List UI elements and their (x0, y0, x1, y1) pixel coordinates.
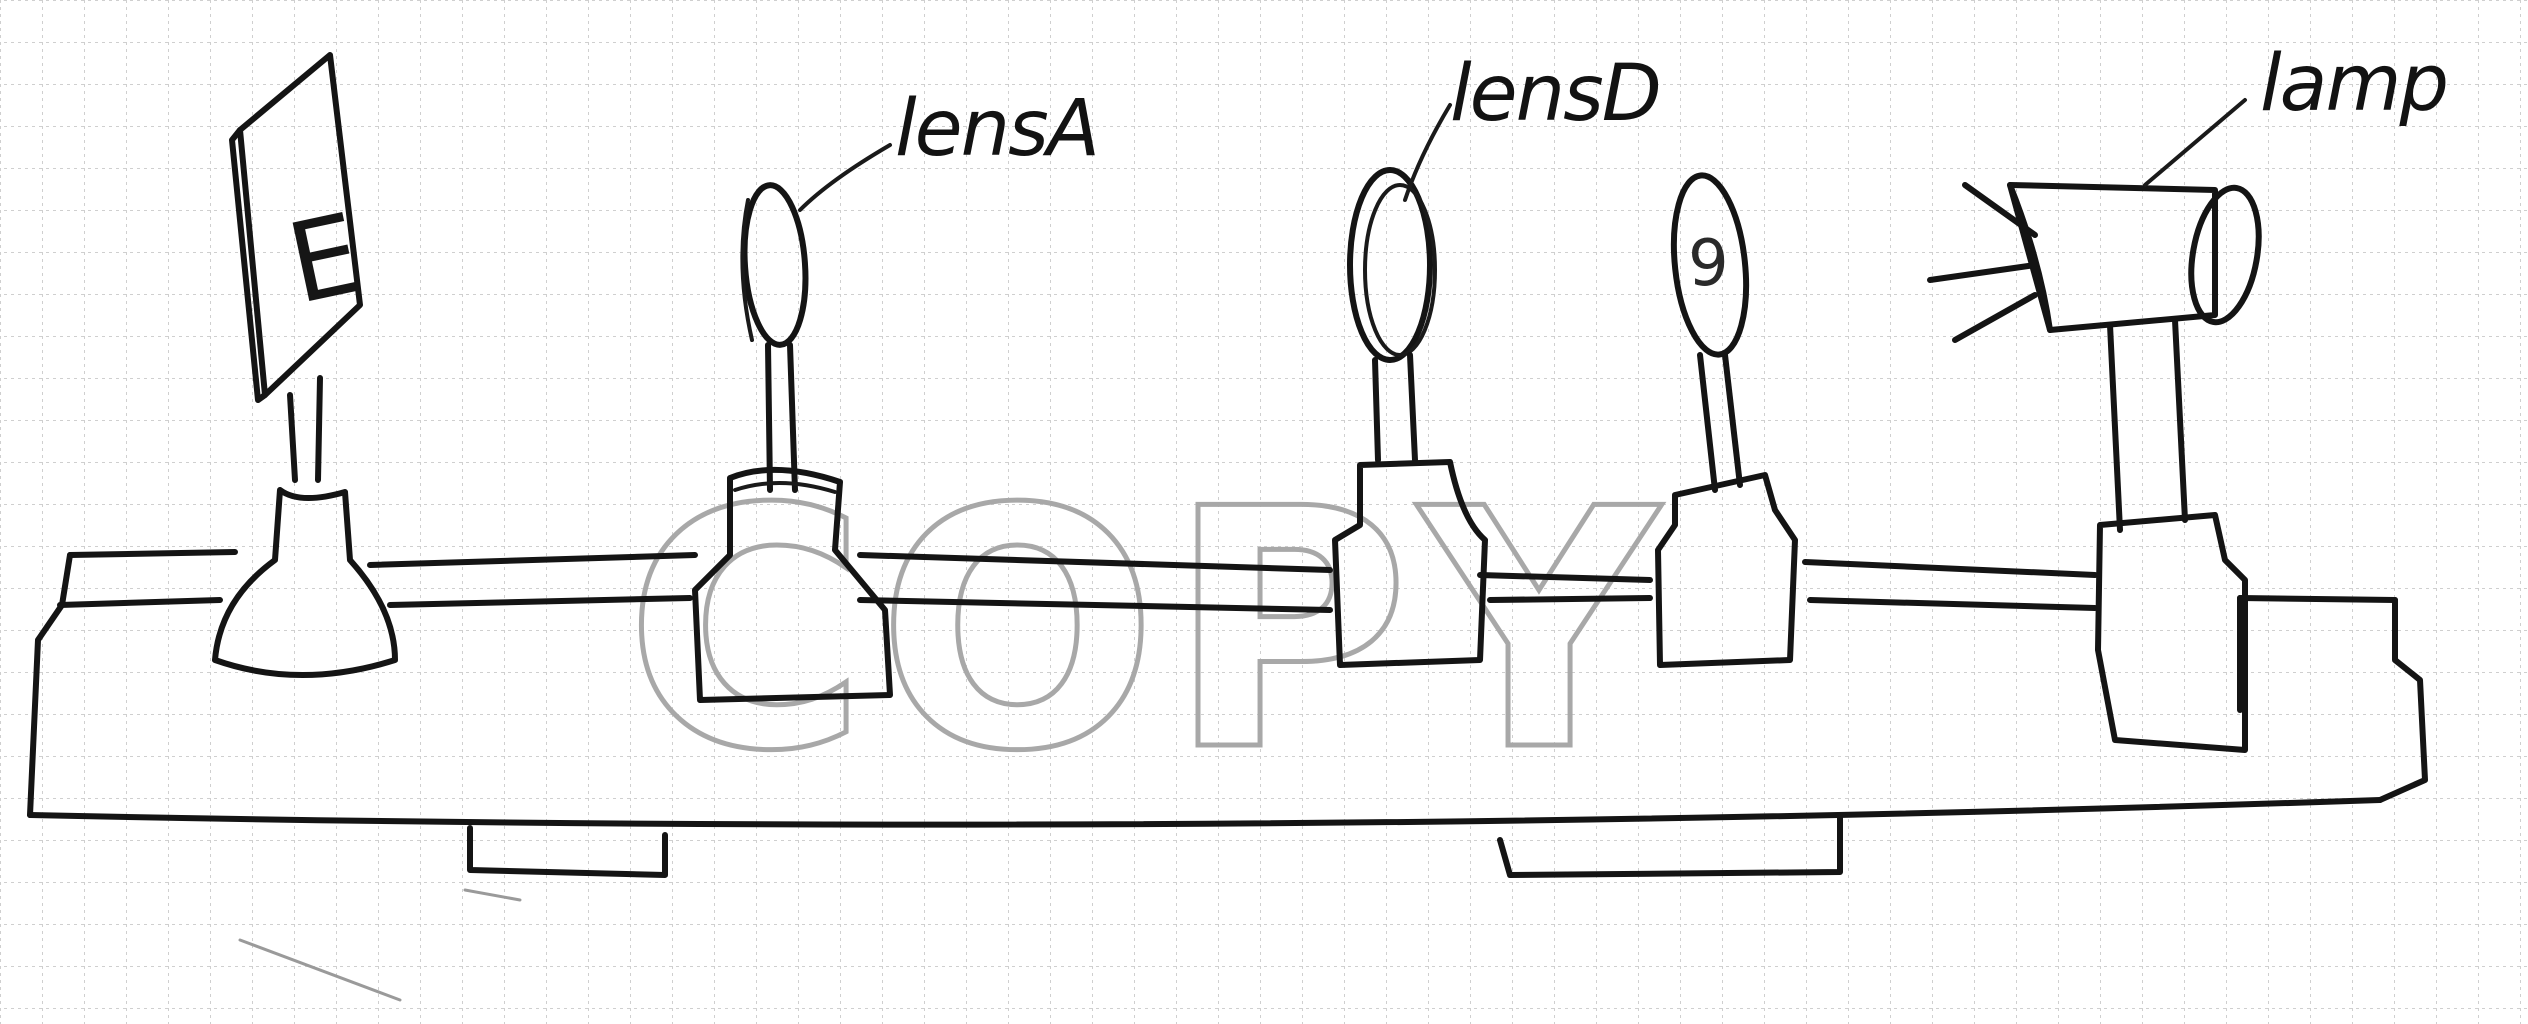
cylinder-mark: 9 (1688, 227, 1729, 301)
lens-a-base (692, 466, 893, 703)
label-lens-a: lensA (895, 84, 1098, 174)
label-lens-d-group: lensD (1403, 49, 1662, 202)
cylinder-lens: 9 (1655, 172, 1798, 668)
lens-d-glass (1347, 167, 1433, 363)
lens-d (1332, 167, 1488, 668)
light-ray-3 (1952, 292, 2038, 343)
label-lamp: lamp (2260, 39, 2447, 129)
copy-watermark: COPY (625, 439, 1669, 823)
label-lamp-group: lamp (2143, 39, 2449, 187)
lens-a (692, 182, 893, 703)
lamp-base (2095, 512, 2248, 753)
cylinder-lens-glass (1670, 172, 1750, 358)
slide-card (237, 52, 363, 398)
label-lens-d: lensD (1450, 49, 1660, 139)
light-ray-2 (1927, 262, 2038, 283)
lens-d-base (1332, 459, 1488, 668)
cylinder-lens-base (1655, 472, 1798, 668)
slide-base (212, 487, 398, 678)
lens-a-glass (741, 182, 809, 348)
optical-bench-rail (27, 549, 2428, 1002)
light-ray-1 (1962, 182, 2038, 238)
lamp-front (2188, 184, 2262, 326)
lamp (1927, 182, 2262, 753)
label-lens-a-group: lensA (798, 84, 1100, 212)
